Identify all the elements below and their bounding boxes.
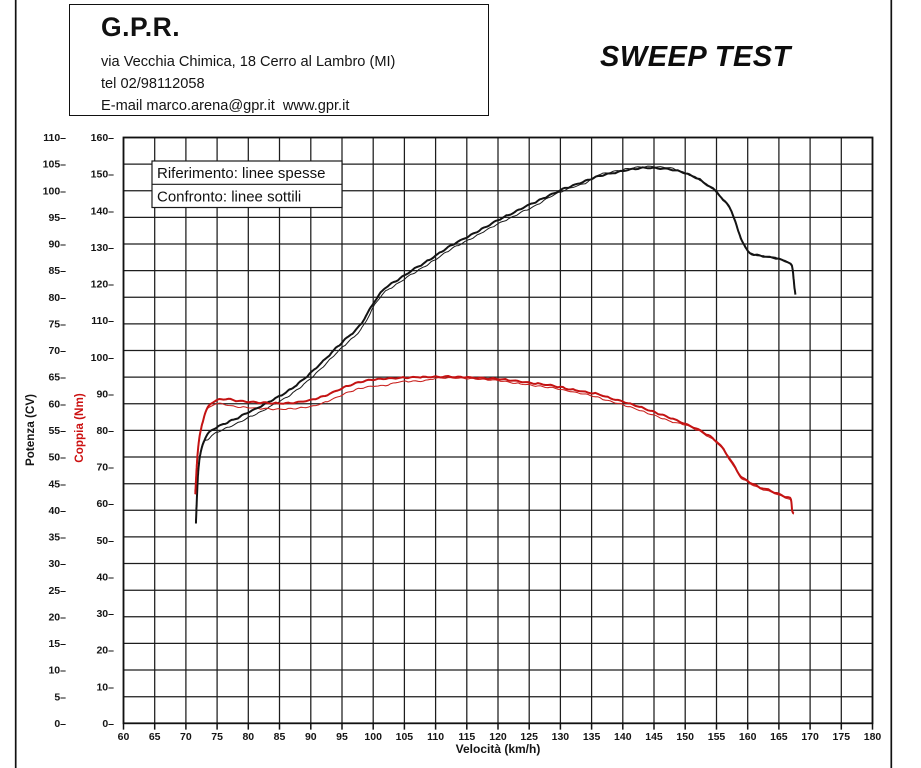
svg-text:130–: 130– <box>91 242 115 254</box>
svg-text:25–: 25– <box>48 585 66 597</box>
svg-text:20–: 20– <box>48 611 66 623</box>
svg-text:50–: 50– <box>96 535 114 547</box>
svg-text:Velocità (km/h): Velocità (km/h) <box>456 742 541 756</box>
svg-text:35–: 35– <box>48 532 66 544</box>
svg-text:90–: 90– <box>48 239 66 251</box>
svg-text:110–: 110– <box>91 315 114 327</box>
svg-text:70–: 70– <box>48 345 66 357</box>
svg-text:95: 95 <box>336 731 348 743</box>
svg-text:60–: 60– <box>48 398 66 410</box>
svg-text:80–: 80– <box>96 425 114 437</box>
svg-text:100: 100 <box>364 731 382 743</box>
svg-text:160: 160 <box>739 731 757 743</box>
svg-text:55–: 55– <box>48 425 66 437</box>
svg-text:140–: 140– <box>91 205 115 217</box>
svg-text:10–: 10– <box>48 665 66 677</box>
svg-text:80: 80 <box>242 731 254 743</box>
svg-text:105: 105 <box>396 731 414 743</box>
svg-text:110: 110 <box>427 731 444 743</box>
svg-text:0–: 0– <box>102 718 114 730</box>
svg-text:120: 120 <box>489 731 507 743</box>
svg-text:175: 175 <box>833 731 851 743</box>
svg-text:125: 125 <box>520 731 538 743</box>
svg-text:120–: 120– <box>91 279 115 291</box>
svg-text:80–: 80– <box>48 292 66 304</box>
svg-text:Riferimento: linee spesse: Riferimento: linee spesse <box>157 165 325 182</box>
svg-text:90: 90 <box>305 731 317 743</box>
svg-text:90–: 90– <box>96 388 114 400</box>
svg-text:20–: 20– <box>96 645 114 657</box>
svg-text:60–: 60– <box>96 498 114 510</box>
svg-text:105–: 105– <box>43 159 67 171</box>
svg-text:10–: 10– <box>96 681 114 693</box>
svg-text:65: 65 <box>149 731 161 743</box>
svg-text:15–: 15– <box>48 638 66 650</box>
svg-text:155: 155 <box>708 731 726 743</box>
svg-text:75–: 75– <box>48 319 66 331</box>
svg-text:95–: 95– <box>48 212 66 224</box>
svg-text:75: 75 <box>211 731 223 743</box>
svg-text:160–: 160– <box>91 132 115 144</box>
svg-text:40–: 40– <box>96 571 114 583</box>
svg-text:30–: 30– <box>96 608 114 620</box>
svg-text:135: 135 <box>583 731 601 743</box>
svg-text:70–: 70– <box>96 462 114 474</box>
svg-text:Potenza (CV): Potenza (CV) <box>24 394 37 466</box>
svg-text:130: 130 <box>552 731 570 743</box>
svg-text:85: 85 <box>274 731 286 743</box>
svg-text:30–: 30– <box>48 558 66 570</box>
svg-text:Coppia (Nm): Coppia (Nm) <box>73 393 86 463</box>
svg-text:0–: 0– <box>54 718 66 730</box>
svg-text:50–: 50– <box>48 452 66 464</box>
svg-text:85–: 85– <box>48 265 66 277</box>
svg-text:150: 150 <box>676 731 694 743</box>
svg-text:100–: 100– <box>91 352 115 364</box>
svg-text:140: 140 <box>614 731 632 743</box>
svg-text:100–: 100– <box>43 185 67 197</box>
svg-text:60: 60 <box>118 731 130 743</box>
svg-text:40–: 40– <box>48 505 66 517</box>
svg-text:Confronto: linee sottili: Confronto: linee sottili <box>157 189 301 206</box>
svg-text:110–: 110– <box>43 132 66 144</box>
svg-text:150–: 150– <box>91 169 115 181</box>
svg-text:65–: 65– <box>48 372 66 384</box>
svg-text:180: 180 <box>864 731 882 743</box>
svg-text:45–: 45– <box>48 478 66 490</box>
svg-text:165: 165 <box>770 731 788 743</box>
svg-text:170: 170 <box>801 731 819 743</box>
svg-text:145: 145 <box>645 731 663 743</box>
svg-text:115: 115 <box>458 731 475 743</box>
svg-text:70: 70 <box>180 731 192 743</box>
svg-text:5–: 5– <box>54 691 66 703</box>
